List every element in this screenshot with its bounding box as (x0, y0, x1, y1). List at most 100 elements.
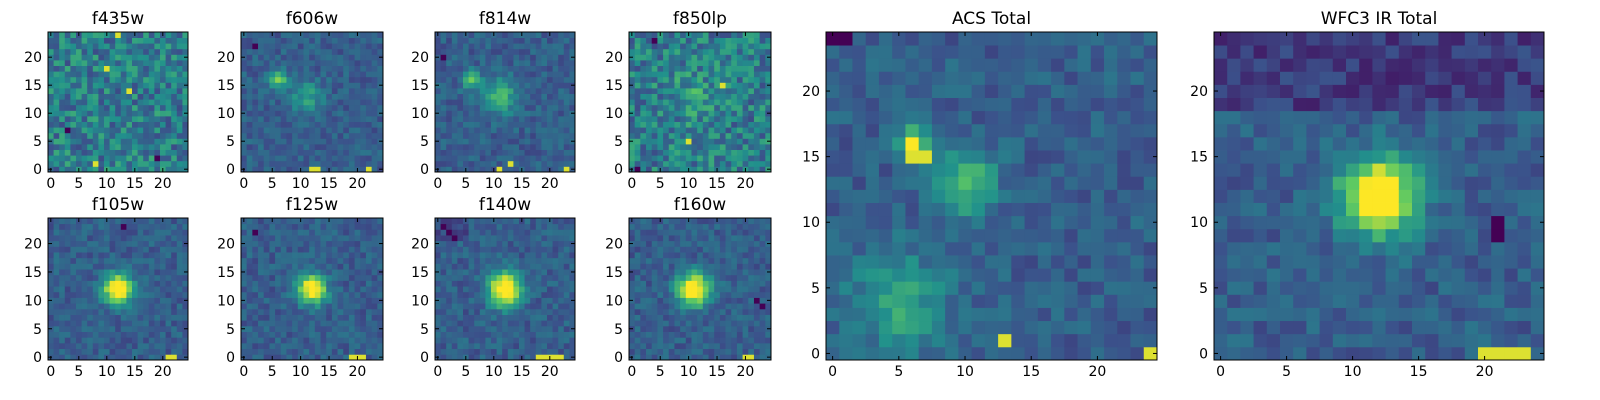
heatmap-cell (440, 257, 447, 264)
heatmap-cell (502, 132, 509, 139)
heatmap-cell (109, 37, 116, 44)
heatmap-cell (241, 88, 248, 94)
heatmap-cell (343, 93, 350, 100)
heatmap-cell (297, 314, 304, 321)
heatmap-cell (440, 354, 447, 361)
heatmap-cell (252, 354, 259, 361)
heatmap-cell (286, 269, 293, 276)
heatmap-cell (640, 76, 647, 83)
heatmap-cell (668, 263, 675, 270)
heatmap-cell (354, 308, 361, 315)
heatmap-cell (507, 32, 514, 38)
heatmap-cell (507, 166, 514, 173)
heatmap-cell (435, 257, 441, 264)
x-tick-label: 0 (239, 364, 248, 380)
heatmap-cell (98, 76, 105, 83)
heatmap-cell (154, 127, 161, 134)
heatmap-cell (143, 82, 150, 89)
heatmap-cell (360, 320, 367, 327)
heatmap-cell (485, 155, 492, 162)
heatmap-cell (104, 60, 110, 66)
heatmap-cell (92, 43, 99, 50)
heatmap-cell (708, 218, 715, 225)
heatmap-cell (680, 116, 687, 122)
heatmap-cell (81, 320, 88, 327)
heatmap-cell (530, 138, 537, 145)
heatmap-cell (547, 342, 553, 350)
heatmap-cell (137, 274, 144, 281)
heatmap-cell (646, 138, 653, 145)
heatmap-cell (241, 320, 248, 327)
heatmap-cell (474, 76, 481, 83)
heatmap-cell (446, 54, 453, 61)
heatmap-cell (275, 291, 282, 298)
heatmap-cell (646, 32, 653, 38)
heatmap-cell (348, 155, 355, 162)
heatmap-cell (246, 104, 253, 111)
heatmap-cell (160, 104, 166, 111)
heatmap-cell (634, 229, 641, 236)
heatmap-cell (176, 342, 183, 350)
heatmap-cell (176, 263, 183, 270)
heatmap-cell (275, 286, 282, 293)
heatmap-cell (657, 314, 664, 321)
heatmap-cell (320, 60, 327, 66)
heatmap-cell (246, 348, 253, 355)
heatmap-cell (360, 348, 367, 355)
heatmap-cell (365, 235, 373, 242)
heatmap-cell (280, 337, 287, 344)
heatmap-cell (120, 263, 127, 270)
heatmap-cell (258, 354, 265, 361)
heatmap-cell (440, 325, 447, 332)
heatmap-cell (314, 274, 321, 281)
heatmap-cell (377, 99, 384, 106)
heatmap-cell (569, 229, 576, 236)
heatmap-cell (697, 269, 704, 276)
heatmap-cell (48, 121, 54, 128)
heatmap-cell (246, 65, 253, 72)
heatmap-cell (651, 297, 658, 304)
heatmap-cell (165, 110, 172, 117)
heatmap-cell (64, 37, 71, 44)
heatmap-cell (348, 110, 355, 117)
heatmap-cell (569, 60, 576, 66)
heatmap-cell (275, 88, 282, 94)
x-tick-label: 5 (268, 364, 277, 380)
heatmap-cell (474, 286, 481, 293)
heatmap-cell (451, 348, 458, 355)
heatmap-cell (541, 297, 548, 304)
heatmap-cell (640, 32, 647, 38)
heatmap-cell (252, 320, 259, 327)
heatmap-cell (171, 280, 178, 287)
heatmap-cell (326, 246, 333, 253)
heatmap-cell (280, 348, 287, 355)
heatmap-cell (702, 32, 709, 38)
heatmap-cell (513, 82, 520, 89)
heatmap-cell (320, 229, 327, 236)
heatmap-cell (92, 132, 99, 139)
heatmap-cell (269, 110, 276, 117)
heatmap-cell (115, 348, 122, 355)
heatmap-cell (563, 263, 570, 270)
heatmap-cell (87, 132, 94, 139)
heatmap-cell (513, 155, 520, 162)
heatmap-cell (496, 110, 503, 117)
heatmap-cell (435, 132, 441, 139)
heatmap-cell (496, 99, 503, 106)
heatmap-cell (263, 354, 270, 361)
heatmap-cell (640, 286, 647, 293)
heatmap-cell (92, 246, 99, 253)
heatmap-cell (137, 48, 144, 55)
heatmap-cell (535, 37, 542, 44)
heatmap-cell (246, 160, 253, 167)
heatmap-cell (246, 257, 253, 264)
heatmap-cell (663, 116, 670, 122)
heatmap-cell (343, 82, 350, 89)
heatmap-cell (651, 93, 658, 100)
heatmap-cell (377, 235, 384, 242)
heatmap-cell (651, 104, 658, 111)
heatmap-cell (64, 229, 71, 236)
heatmap-cell (651, 325, 658, 332)
heatmap-cell (160, 37, 166, 44)
heatmap-cell (691, 331, 698, 338)
